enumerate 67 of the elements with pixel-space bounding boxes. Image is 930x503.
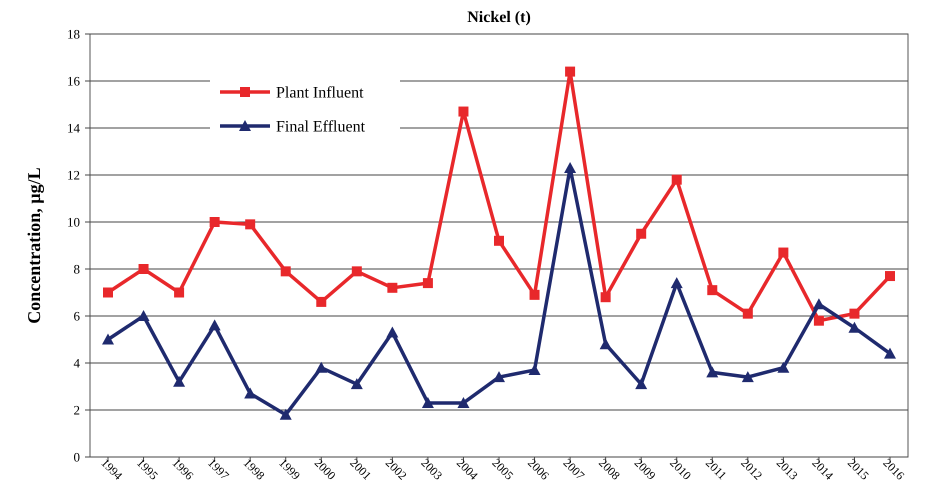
point bbox=[280, 266, 291, 276]
x-tick-label: 1997 bbox=[205, 456, 232, 483]
point bbox=[210, 217, 220, 227]
point bbox=[672, 174, 682, 185]
point bbox=[707, 285, 718, 296]
y-tick-label: 6 bbox=[74, 308, 80, 324]
point bbox=[777, 362, 790, 373]
point bbox=[457, 396, 470, 408]
point bbox=[635, 378, 648, 390]
x-tick-label: 2007 bbox=[560, 456, 588, 483]
point bbox=[315, 362, 328, 373]
x-tick-label: 1994 bbox=[98, 456, 126, 483]
point bbox=[387, 282, 398, 293]
legend-label: Final Effluent bbox=[276, 118, 366, 136]
point bbox=[103, 288, 113, 298]
point bbox=[528, 364, 541, 376]
y-tick-label: 18 bbox=[67, 26, 80, 42]
point bbox=[208, 319, 221, 330]
x-tick-label: 1996 bbox=[170, 456, 196, 483]
point bbox=[386, 326, 398, 338]
point bbox=[600, 292, 611, 302]
point bbox=[316, 296, 326, 307]
y-tick-label: 0 bbox=[74, 450, 80, 465]
point bbox=[742, 308, 753, 319]
point bbox=[422, 278, 433, 288]
point bbox=[245, 219, 256, 230]
y-tick-label: 8 bbox=[74, 262, 80, 277]
point bbox=[636, 228, 646, 239]
legend-label: Plant Influent bbox=[276, 84, 364, 102]
point bbox=[706, 366, 718, 378]
y-tick-label: 14 bbox=[67, 120, 80, 136]
point bbox=[493, 371, 505, 382]
chart-title: Nickel (t) bbox=[467, 9, 531, 26]
point bbox=[778, 248, 788, 258]
point bbox=[885, 271, 895, 282]
point bbox=[812, 298, 825, 310]
point bbox=[884, 348, 896, 359]
point bbox=[670, 277, 683, 288]
point bbox=[244, 388, 256, 399]
point bbox=[849, 308, 860, 319]
x-tick-label: 1999 bbox=[276, 456, 304, 483]
y-tick-label: 4 bbox=[74, 356, 80, 371]
point bbox=[280, 408, 292, 420]
point bbox=[530, 290, 540, 300]
point bbox=[814, 316, 824, 326]
x-tick-label: 1998 bbox=[240, 456, 268, 483]
point bbox=[102, 334, 114, 344]
point bbox=[458, 106, 468, 117]
point bbox=[422, 396, 434, 408]
point bbox=[565, 66, 576, 77]
point bbox=[173, 376, 186, 387]
point bbox=[350, 378, 363, 390]
point bbox=[138, 310, 150, 321]
y-tick-label: 10 bbox=[67, 214, 80, 230]
point bbox=[742, 371, 754, 382]
y-tick-label: 12 bbox=[67, 168, 80, 183]
point bbox=[600, 338, 612, 350]
point bbox=[174, 288, 184, 298]
point bbox=[352, 266, 362, 276]
point bbox=[564, 162, 576, 173]
point bbox=[494, 236, 504, 246]
y-axis-title: Concentration, µg/L bbox=[24, 167, 44, 324]
y-tick-label: 16 bbox=[67, 74, 80, 89]
x-tick-label: 1995 bbox=[134, 456, 161, 483]
point bbox=[138, 264, 149, 274]
point bbox=[848, 322, 860, 333]
y-tick-label: 2 bbox=[74, 402, 80, 418]
